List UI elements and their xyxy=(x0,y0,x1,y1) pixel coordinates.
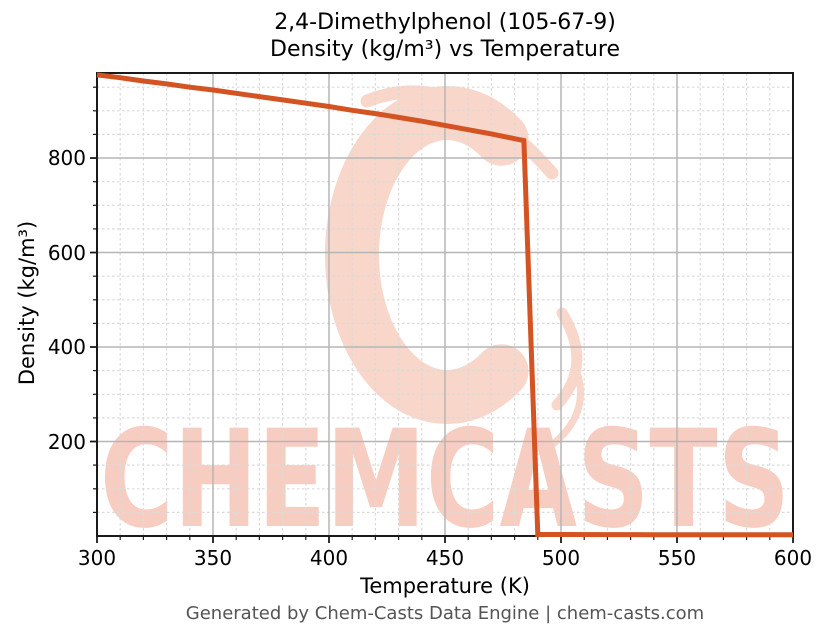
x-tick-label: 400 xyxy=(309,546,349,570)
attribution-footer: Generated by Chem-Casts Data Engine | ch… xyxy=(185,603,705,624)
x-tick-label: 500 xyxy=(541,546,581,570)
y-tick-label: 400 xyxy=(47,335,86,360)
chemcasts-logo-watermark-icon xyxy=(325,85,584,449)
y-tick-label: 200 xyxy=(47,429,86,454)
plot-area: CHEMCASTS xyxy=(90,72,794,558)
y-tick-label: 800 xyxy=(47,146,86,171)
density-curve xyxy=(96,72,793,538)
x-tick-label: 550 xyxy=(657,546,697,570)
x-tick-label: 450 xyxy=(425,546,465,570)
x-tick-label: 600 xyxy=(773,546,813,570)
y-axis-label: Density (kg/m³) xyxy=(15,220,39,386)
y-tick-label: 600 xyxy=(47,240,86,265)
x-tick-label: 300 xyxy=(77,546,117,570)
x-tick-label: 350 xyxy=(193,546,233,570)
chart-title-line1: 2,4-Dimethylphenol (105-67-9) xyxy=(274,10,616,35)
chart-title-line2: Density (kg/m³) vs Temperature xyxy=(270,36,620,62)
axis-tick-marks xyxy=(90,86,794,543)
x-axis-label: Temperature (K) xyxy=(360,574,530,598)
chart-title: 2,4-Dimethylphenol (105-67-9) Density (k… xyxy=(97,10,793,63)
